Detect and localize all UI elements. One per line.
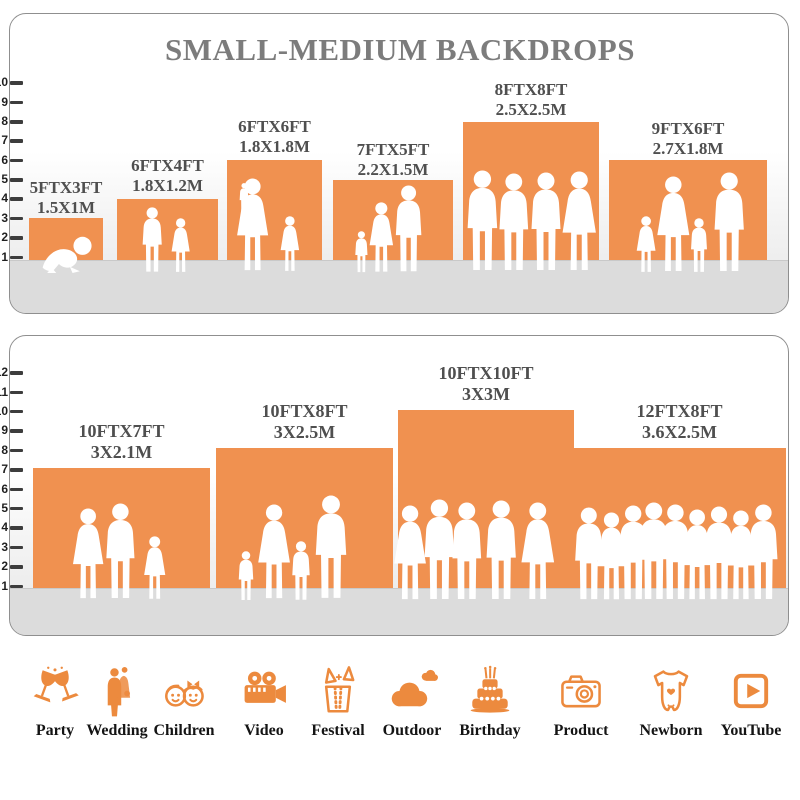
bar-size-m: 3X2.5M <box>273 422 336 442</box>
category-item-newborn: Newborn <box>631 662 711 740</box>
ruler-tick-label: 3 <box>1 539 8 554</box>
ruler-tick-label: 11 <box>0 384 8 399</box>
bar-size-ft: 6FTX6FT <box>238 117 311 136</box>
category-item-birthday: Birthday <box>450 662 530 740</box>
category-item-product: Product <box>541 662 621 740</box>
ruler-tick-label: 2 <box>1 230 8 245</box>
video-icon <box>236 662 292 720</box>
backdrop-bar-6x6 <box>227 160 322 260</box>
backdrop-bar-6x4 <box>117 199 218 260</box>
category-label: Children <box>153 722 215 739</box>
backdrop-bar-5x3 <box>29 218 103 260</box>
ruler-tick-label: 9 <box>1 423 8 438</box>
ruler-tick-label: 3 <box>1 210 8 225</box>
page-title: SMALL-MEDIUM BACKDROPS <box>165 32 635 67</box>
ruler-tick-label: 7 <box>1 462 8 477</box>
ruler-tick-label: 5 <box>1 500 8 515</box>
bar-size-ft: 9FTX6FT <box>651 119 725 138</box>
bar-size-ft: 7FTX5FT <box>356 140 430 159</box>
newborn-icon <box>643 662 699 720</box>
backdrop-bar-10x10 <box>398 410 574 588</box>
bar-size-m: 1.8X1.2M <box>132 175 203 195</box>
ground-strip <box>10 260 788 313</box>
bar-size-label: 8FTX8FT 2.5X2.5M <box>463 80 599 119</box>
category-item-youtube: YouTube <box>711 662 791 740</box>
ruler-tick-label: 12 <box>0 365 8 380</box>
bar-size-m: 2.7X1.8M <box>652 138 724 158</box>
bar-size-label: 5FTX3FT 1.5X1M <box>19 178 113 217</box>
bar-size-label: 10FTX7FT 3X2.1M <box>33 421 210 463</box>
backdrop-bar-7x5 <box>333 180 453 260</box>
ruler-tick-label: 8 <box>1 114 8 129</box>
bar-size-label: 6FTX6FT 1.8X1.8M <box>227 117 322 156</box>
ruler-tick-label: 8 <box>1 442 8 457</box>
bar-size-label: 10FTX10FT 3X3M <box>398 363 574 405</box>
category-item-wedding: Wedding <box>77 662 157 740</box>
backdrop-bar-8x8 <box>463 122 599 260</box>
category-item-festival: Festival <box>298 662 378 740</box>
bar-size-m: 3X3M <box>462 384 510 404</box>
category-label: Wedding <box>86 722 148 739</box>
category-item-party: Party <box>15 662 95 740</box>
bar-size-ft: 6FTX4FT <box>131 156 204 175</box>
category-label: Video <box>244 722 284 739</box>
category-label: Newborn <box>639 722 703 739</box>
backdrop-bar-10x7 <box>33 468 210 588</box>
bar-size-ft: 10FTX8FT <box>261 401 348 421</box>
bar-size-ft: 12FTX8FT <box>636 401 723 421</box>
category-label: Festival <box>311 722 365 739</box>
ruler-tick-label: 9 <box>1 94 8 109</box>
ruler-tick-label: 7 <box>1 133 8 148</box>
birthday-icon <box>462 662 518 720</box>
ground-strip <box>10 588 788 635</box>
bar-size-ft: 8FTX8FT <box>494 80 568 99</box>
ruler-tick-label: 4 <box>1 520 8 535</box>
bar-size-label: 10FTX8FT 3X2.5M <box>216 401 393 443</box>
outdoor-icon <box>384 662 440 720</box>
bar-size-label: 12FTX8FT 3.6X2.5M <box>573 401 786 443</box>
category-label: Party <box>35 722 75 739</box>
party-icon <box>27 662 83 720</box>
youtube-icon <box>723 662 779 720</box>
backdrop-bar-9x6 <box>609 160 767 260</box>
backdrop-bar-12x8 <box>573 448 786 588</box>
children-icon <box>156 662 212 720</box>
ruler-tick-label: 2 <box>1 559 8 574</box>
ruler-tick-label: 6 <box>1 152 8 167</box>
bar-size-ft: 10FTX10FT <box>438 363 534 383</box>
backdrop-bar-10x8 <box>216 448 393 588</box>
category-item-outdoor: Outdoor <box>372 662 452 740</box>
bar-size-m: 3.6X2.5M <box>642 422 717 442</box>
bar-size-label: 9FTX6FT 2.7X1.8M <box>609 119 767 158</box>
wedding-icon <box>89 662 145 720</box>
category-label: Birthday <box>459 722 521 739</box>
ruler-tick-label: 1 <box>1 578 8 593</box>
category-label: YouTube <box>720 722 782 739</box>
category-label: Outdoor <box>382 722 442 739</box>
ruler-tick-label: 1 <box>1 249 8 264</box>
bar-size-ft: 10FTX7FT <box>78 421 165 441</box>
bar-size-ft: 5FTX3FT <box>29 178 103 197</box>
ruler-tick-label: 6 <box>1 481 8 496</box>
bar-size-label: 6FTX4FT 1.8X1.2M <box>117 156 218 195</box>
ruler-tick-label: 10 <box>0 75 8 90</box>
bar-size-m: 2.5X2.5M <box>495 99 567 119</box>
category-item-children: Children <box>144 662 224 740</box>
bar-size-m: 1.8X1.8M <box>239 136 310 156</box>
bar-size-m: 3X2.1M <box>90 442 153 462</box>
category-item-video: Video <box>224 662 304 740</box>
bar-size-m: 1.5X1M <box>36 197 96 217</box>
bar-size-m: 2.2X1.5M <box>357 159 429 179</box>
festival-icon <box>310 662 366 720</box>
ruler-tick-label: 10 <box>0 403 8 418</box>
product-icon <box>553 662 609 720</box>
ruler-tick-label: 5 <box>1 172 8 187</box>
category-label: Product <box>553 722 609 739</box>
bar-size-label: 7FTX5FT 2.2X1.5M <box>333 140 453 179</box>
ruler-tick-label: 4 <box>1 191 8 206</box>
